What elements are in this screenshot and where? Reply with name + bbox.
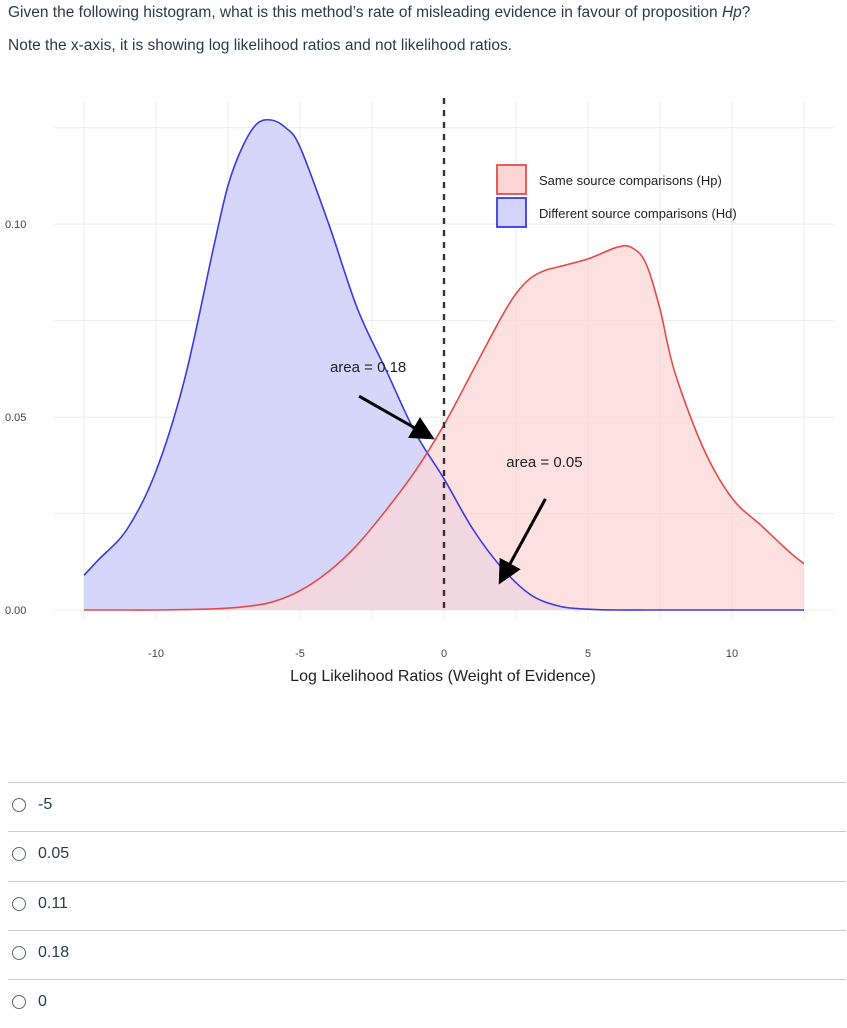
answer-label[interactable]: 0 [38, 993, 47, 1010]
radio-button[interactable] [12, 897, 26, 911]
answer-label[interactable]: 0.05 [38, 845, 70, 862]
x-tick-label: 0 [441, 648, 447, 660]
y-tick-label: 0.00 [5, 605, 26, 617]
line-hd [83, 118, 804, 611]
answer-choice-1[interactable]: -5 [8, 782, 846, 831]
legend-swatch [496, 197, 527, 228]
answer-choice-5[interactable]: 0 [8, 979, 846, 1028]
annotation-arrow [498, 498, 547, 585]
radio-button[interactable] [12, 995, 26, 1009]
answer-choice-2[interactable]: 0.05 [8, 831, 846, 880]
answer-label[interactable]: 0.18 [38, 944, 70, 961]
answer-choice-3[interactable]: 0.11 [8, 881, 846, 930]
line-hp [84, 244, 805, 611]
x-axis-label: Log Likelihood Ratios (Weight of Evidenc… [290, 668, 596, 685]
annotation-label: area = 0.18 [330, 359, 406, 376]
divider [8, 831, 846, 832]
question-text-part: Given the following histogram, what is t… [8, 4, 722, 21]
x-tick-label: 10 [726, 648, 738, 660]
legend-swatch [496, 164, 527, 195]
divider [8, 881, 846, 882]
divider [8, 930, 846, 931]
y-tick-label: 0.05 [5, 412, 26, 424]
question-hp: Hp [721, 4, 742, 21]
x-tick-label: -10 [148, 648, 164, 660]
answer-choice-4[interactable]: 0.18 [8, 930, 846, 979]
radio-button[interactable] [12, 798, 26, 812]
question-note: Note the x-axis, it is showing log likel… [8, 37, 513, 54]
divider [8, 782, 846, 783]
answer-label[interactable]: -5 [38, 796, 53, 813]
answer-label[interactable]: 0.11 [38, 895, 68, 912]
density-chart: -10 -5 0 5 10 0.00 0.05 0.10 Log Likelihood Rati… [5, 98, 834, 685]
annotation-arrow [358, 394, 435, 440]
question-mark: ? [741, 4, 751, 21]
radio-button[interactable] [12, 946, 26, 960]
y-tick-label: 0.10 [5, 219, 26, 231]
legend-label: Different source comparisons (Hd) [539, 206, 737, 221]
radio-button[interactable] [12, 847, 26, 861]
divider [8, 979, 846, 980]
legend-label: Same source comparisons (Hp) [539, 173, 722, 188]
annotation-label: area = 0.05 [506, 454, 582, 471]
area-hd [84, 119, 804, 611]
x-tick-label: -5 [295, 648, 305, 660]
x-tick-label: 5 [585, 648, 591, 660]
question-text: Given the following histogram, what is t… [8, 4, 750, 22]
